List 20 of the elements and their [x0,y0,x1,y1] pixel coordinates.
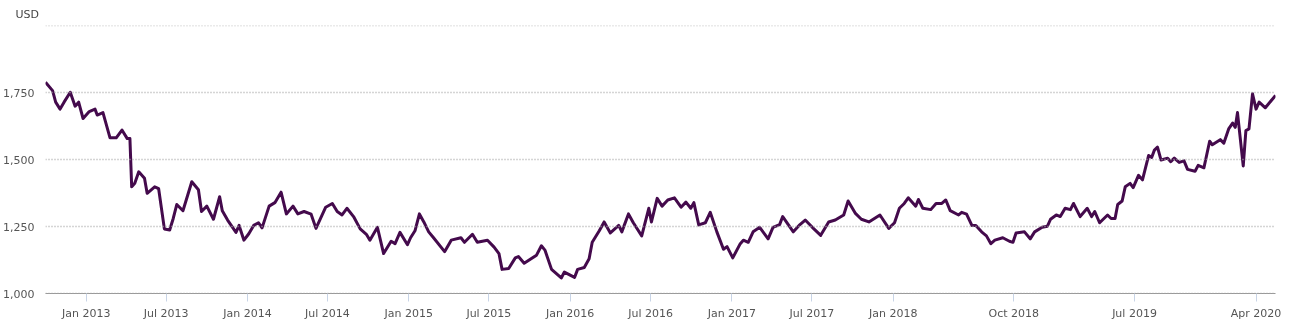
y-tick-label: 1,000 [3,287,35,301]
y-tick-label: 1,250 [3,220,35,234]
x-tick-label: Jul 2017 [788,306,835,320]
x-tick-label: Jan 2013 [60,306,111,320]
x-tick-label: Jan 2018 [867,306,918,320]
x-tick-label: Jul 2019 [1111,306,1157,320]
y-tick-label: 1,750 [3,86,35,100]
x-tick-label: Oct 2018 [988,306,1040,320]
x-tick-label: Jul 2015 [465,306,512,320]
x-tick-label: Jul 2013 [142,306,189,320]
x-tick-label: Apr 2020 [1230,306,1282,320]
x-tick-label: Jan 2017 [706,306,757,320]
y-tick-label: 1,500 [3,153,35,167]
x-tick-label: Jul 2014 [304,306,350,320]
x-tick-label: Jan 2014 [222,306,272,320]
line-series [45,80,1276,280]
x-tick-label: Jul 2016 [627,306,673,320]
y-axis-title: USD [15,7,40,21]
x-tick-label: Jan 2016 [544,306,595,320]
x-tick-label: Jan 2015 [383,306,434,320]
